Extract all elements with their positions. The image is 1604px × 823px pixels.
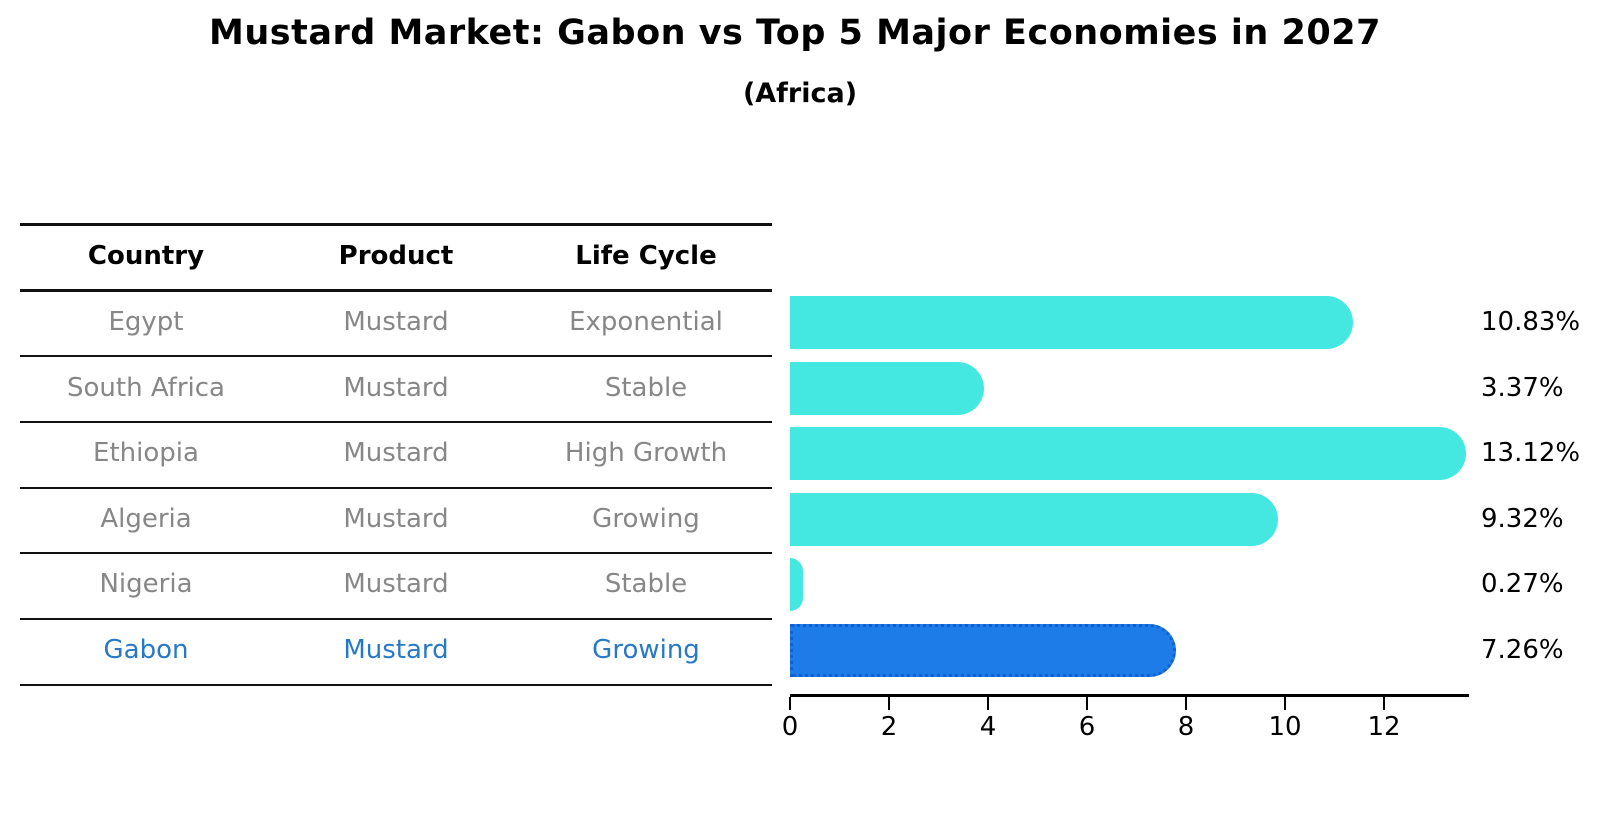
- x-axis-tick-label: 4: [979, 712, 997, 742]
- table-rule: [20, 289, 772, 292]
- bar-nigeria: [790, 558, 804, 611]
- table-rule: [20, 223, 772, 226]
- column-header-life-cycle: Life Cycle: [575, 241, 717, 271]
- x-axis-tick: [1086, 697, 1088, 710]
- column-header-country: Country: [87, 241, 205, 271]
- bar-value-label: 13.12%: [1481, 438, 1581, 468]
- cell-product: Mustard: [343, 307, 449, 337]
- cell-country: Gabon: [103, 635, 189, 665]
- x-axis-tick: [987, 697, 989, 710]
- bar-value-label: 9.32%: [1481, 504, 1564, 534]
- cell-product: Mustard: [343, 373, 449, 403]
- bar-south-africa: [790, 362, 984, 415]
- x-axis-tick-label: 2: [880, 712, 898, 742]
- x-axis-tick-label: 8: [1177, 712, 1195, 742]
- cell-country: Nigeria: [99, 569, 193, 599]
- table-rule: [20, 487, 772, 489]
- cell-country: Egypt: [108, 307, 184, 337]
- bar-value-label: 7.26%: [1481, 635, 1564, 665]
- x-axis-tick-label: 6: [1078, 712, 1096, 742]
- cell-country: Algeria: [100, 504, 192, 534]
- table-rule: [20, 684, 772, 686]
- cell-product: Mustard: [343, 635, 449, 665]
- chart-subtitle: (Africa): [742, 78, 858, 109]
- cell-product: Mustard: [343, 438, 449, 468]
- table-rule: [20, 552, 772, 554]
- bar-algeria: [790, 493, 1279, 546]
- x-axis-tick-label: 0: [781, 712, 799, 742]
- cell-product: Mustard: [343, 504, 449, 534]
- bar-value-label: 10.83%: [1481, 307, 1581, 337]
- table-rule: [20, 618, 772, 620]
- cell-life-cycle: Stable: [604, 569, 688, 599]
- cell-product: Mustard: [343, 569, 449, 599]
- x-axis-tick-label: 12: [1367, 712, 1401, 742]
- table-rule: [20, 421, 772, 423]
- x-axis-tick: [1383, 697, 1385, 710]
- x-axis-tick: [1284, 697, 1286, 710]
- bar-value-label: 0.27%: [1481, 569, 1564, 599]
- cell-life-cycle: Stable: [604, 373, 688, 403]
- bar-gabon: [790, 624, 1177, 677]
- cell-country: South Africa: [67, 373, 225, 403]
- bar-ethiopia: [790, 427, 1467, 480]
- cell-country: Ethiopia: [93, 438, 199, 468]
- x-axis-tick: [1185, 697, 1187, 710]
- x-axis-tick: [888, 697, 890, 710]
- cell-life-cycle: Growing: [592, 635, 700, 665]
- x-axis-line: [790, 694, 1469, 697]
- x-axis-tick-label: 10: [1268, 712, 1302, 742]
- column-header-product: Product: [338, 241, 454, 271]
- bar-value-label: 3.37%: [1481, 373, 1564, 403]
- x-axis-tick: [789, 697, 791, 710]
- chart-title: Mustard Market: Gabon vs Top 5 Major Eco…: [209, 13, 1381, 53]
- cell-life-cycle: High Growth: [564, 438, 728, 468]
- table-rule: [20, 355, 772, 357]
- bar-egypt: [790, 296, 1354, 349]
- cell-life-cycle: Exponential: [569, 307, 723, 337]
- cell-life-cycle: Growing: [592, 504, 700, 534]
